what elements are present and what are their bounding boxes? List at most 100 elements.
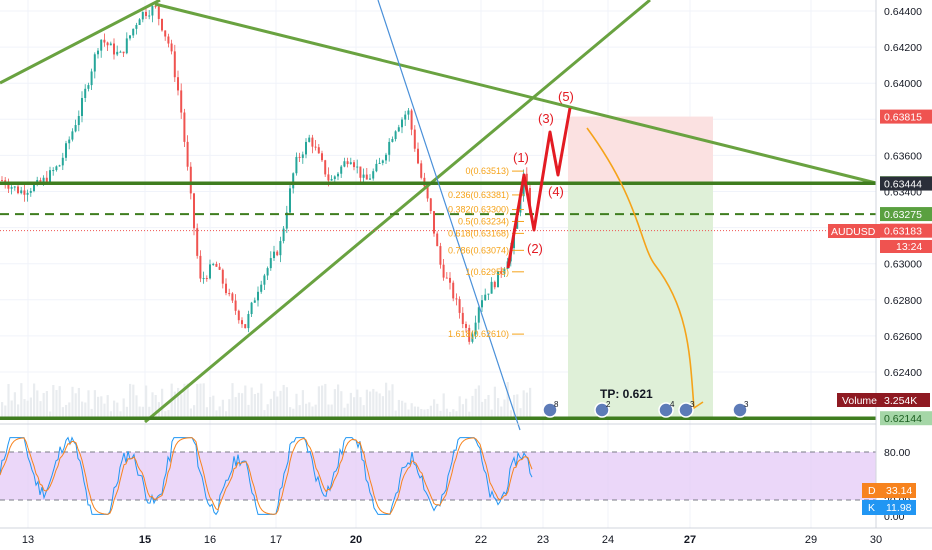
volume-bar <box>154 394 157 418</box>
volume-bar <box>343 407 346 418</box>
volume-bar <box>20 383 23 418</box>
candle-body <box>311 137 314 147</box>
time-axis[interactable]: 13 15 16 17 20 22 23 24 27 29 30 <box>0 527 932 546</box>
volume-bar <box>209 397 212 418</box>
volume-bar <box>257 392 260 418</box>
volume-bar <box>58 386 61 418</box>
volume-bar <box>509 410 512 418</box>
volume-bar <box>506 382 509 418</box>
stoch-d-value: 33.14 <box>886 485 912 497</box>
volume-label: Volume <box>842 395 877 407</box>
volume-bar <box>29 397 32 418</box>
event-flag-icon[interactable] <box>542 402 558 418</box>
candle-body <box>269 258 272 269</box>
volume-bar <box>346 403 349 418</box>
volume-bar <box>340 391 343 418</box>
stoch-d-line <box>0 437 533 515</box>
price-tick-label: 0.64000 <box>884 78 922 90</box>
candle-body <box>97 50 99 55</box>
axis-background <box>876 0 932 528</box>
volume-bar <box>362 405 365 418</box>
event-flag-icon[interactable] <box>678 402 694 418</box>
volume-bar <box>410 403 413 418</box>
volume-bar <box>141 406 144 418</box>
volume-bar <box>317 386 320 418</box>
volume-bar <box>241 393 244 418</box>
candle-body <box>202 278 205 280</box>
volume-bar <box>45 391 48 418</box>
candle-body <box>391 139 394 142</box>
volume-bar <box>225 411 228 418</box>
wave-label: (1) <box>513 150 529 165</box>
volume-bar <box>381 396 384 418</box>
candle-body <box>170 43 173 52</box>
candle-body <box>260 284 263 292</box>
candle-body <box>129 35 131 39</box>
price-tag <box>880 176 932 191</box>
event-flag-icon[interactable] <box>732 402 748 418</box>
candle-body <box>439 246 442 265</box>
volume-bar <box>250 387 253 418</box>
volume-bar <box>177 387 180 418</box>
candle-body <box>330 179 333 181</box>
candle-body <box>241 320 243 325</box>
volume-bar <box>468 411 471 418</box>
fibonacci-retracement[interactable]: 0(0.63513)0.236(0.63381)0.382(0.63300)0.… <box>448 166 524 339</box>
volume-bar <box>4 405 7 418</box>
price-tick-label: 0.62400 <box>884 367 922 379</box>
volume-bar <box>103 403 106 418</box>
volume-bar <box>426 408 429 418</box>
candle-body <box>135 25 138 29</box>
price-candles <box>1 1 531 345</box>
volume-bar <box>516 394 519 418</box>
time-tick-label: 16 <box>204 534 216 546</box>
drawing-lines[interactable] <box>0 0 877 431</box>
candle-body <box>525 173 528 188</box>
event-flag-icon[interactable] <box>594 402 610 418</box>
price-axis[interactable]: 0.644000.642000.640000.638000.636000.634… <box>875 0 932 528</box>
volume-bar <box>436 403 439 418</box>
candle-body <box>397 127 400 132</box>
candle-body <box>29 190 32 193</box>
candle-body <box>45 177 48 183</box>
candle-body <box>436 233 439 247</box>
stoch-d-label: D <box>868 485 876 497</box>
volume-bar <box>36 390 39 418</box>
price-tag <box>880 223 932 238</box>
candle-body <box>234 300 237 311</box>
volume-bar <box>193 405 196 418</box>
fib-level-label: 1(0.62955) <box>465 267 509 277</box>
candle-body <box>33 184 35 191</box>
candle-body <box>477 307 480 323</box>
volume-bar <box>212 395 215 418</box>
candle-body <box>68 139 71 144</box>
fib-level-label: 0.786(0.63074) <box>448 245 509 255</box>
candle-body <box>490 281 493 294</box>
elliott-wave[interactable]: (1) (2) (3) (4) (5) <box>506 89 574 269</box>
candle-body <box>404 114 407 120</box>
candle-body <box>429 198 432 212</box>
event-flag-icon[interactable] <box>658 402 674 418</box>
price-tag <box>880 411 932 426</box>
candle-body <box>455 298 458 300</box>
volume-bar <box>205 407 208 418</box>
volume-bar <box>68 402 71 418</box>
take-profit-zone <box>568 183 713 419</box>
economic-events[interactable]: 8 2 4 3 3 <box>542 400 749 418</box>
candle-body <box>183 112 186 142</box>
candle-body <box>273 251 275 259</box>
volume-bar <box>525 392 528 418</box>
blue-trendline <box>377 0 521 431</box>
candle-body <box>7 184 10 189</box>
candle-body <box>468 327 471 342</box>
candle-body <box>1 180 3 182</box>
candle-body <box>212 263 215 265</box>
candle-body <box>141 11 144 20</box>
time-tick-label: 17 <box>270 534 282 546</box>
fib-level-label: 0(0.63513) <box>465 166 509 176</box>
volume-bar <box>503 399 506 418</box>
candle-body <box>221 269 224 284</box>
volume-bar <box>269 398 272 418</box>
volume-bar <box>321 385 324 418</box>
